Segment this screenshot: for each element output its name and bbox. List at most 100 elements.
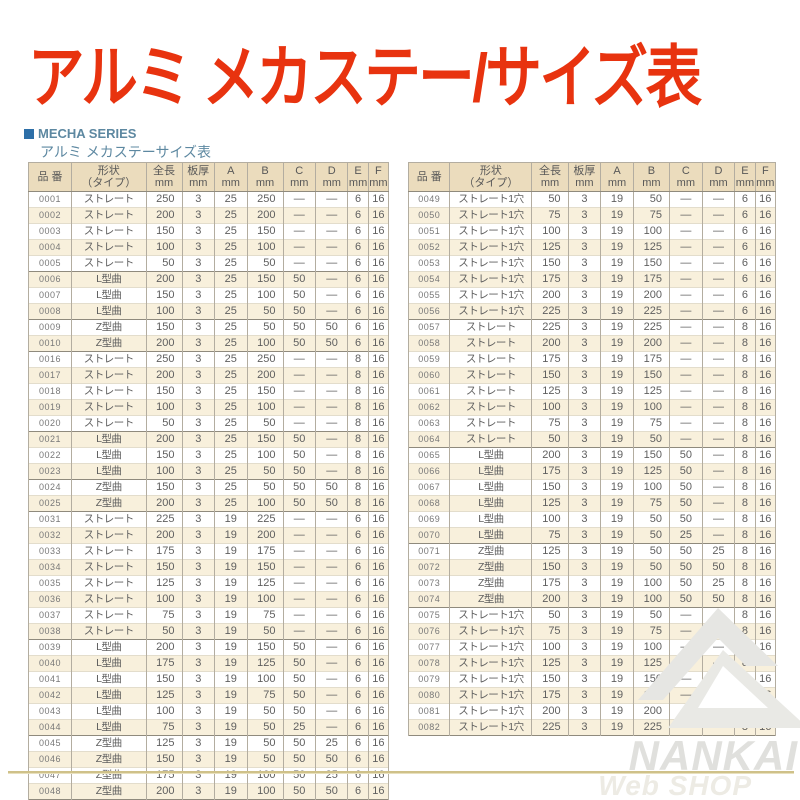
cell-a: 19	[600, 511, 634, 528]
cell-b: 175	[632, 351, 671, 368]
cell-e: 8	[734, 447, 756, 464]
cell-c: —	[282, 559, 316, 576]
cell-b: 150	[246, 431, 284, 448]
cell-a: 19	[600, 623, 634, 640]
cell-thk: 3	[567, 383, 602, 400]
cell-len: 200	[145, 271, 183, 288]
cell-c: —	[282, 623, 316, 640]
cell-c: —	[282, 239, 316, 256]
cell-no: 0072	[407, 559, 451, 576]
cell-thk: 3	[181, 335, 216, 352]
table-row: 0076 ストレート1穴 75 3 19 75— —8 16	[407, 623, 777, 640]
cell-d: —	[314, 639, 349, 656]
cell-len: 250	[145, 191, 183, 208]
cell-d: —	[314, 191, 349, 208]
cell-f: 16	[754, 351, 777, 368]
cell-no: 0060	[407, 367, 451, 384]
cell-c: —	[669, 655, 703, 672]
cell-thk: 3	[181, 735, 216, 752]
cell-a: 19	[600, 271, 634, 288]
cell-f: 16	[367, 287, 390, 304]
cell-b: 75	[632, 207, 671, 224]
cell-e: 8	[347, 479, 369, 496]
cell-f: 16	[367, 383, 390, 400]
cell-c: —	[282, 351, 316, 368]
cell-thk: 3	[181, 255, 216, 272]
cell-b: 175	[632, 271, 671, 288]
cell-f: 16	[367, 735, 390, 752]
cell-type: ストレート1穴	[449, 671, 533, 688]
cell-b: 225	[632, 319, 671, 336]
cell-no: 0062	[407, 399, 451, 416]
table-row: 0038 ストレート 50 3 19 50— —6 16	[28, 623, 390, 640]
table-row: 0002 ストレート 200 3 25 200— —6 16	[28, 207, 390, 224]
cell-a: 19	[214, 527, 248, 544]
cell-len: 150	[145, 223, 183, 240]
cell-e: 6	[347, 271, 369, 288]
cell-f: 16	[754, 495, 777, 512]
cell-len: 200	[145, 527, 183, 544]
cell-a: 19	[600, 255, 634, 272]
table-row: 0007 L型曲 150 3 25 100 50—6 16	[28, 287, 390, 304]
cell-len: 50	[531, 431, 569, 448]
cell-len: 125	[531, 383, 569, 400]
cell-a: 19	[600, 703, 634, 720]
cell-f: 16	[754, 191, 777, 208]
cell-f: 16	[367, 239, 390, 256]
cell-f: 16	[754, 367, 777, 384]
cell-len: 150	[145, 479, 183, 496]
cell-type: L型曲	[449, 495, 533, 512]
cell-a: 25	[214, 303, 248, 320]
cell-e: 8	[347, 495, 369, 512]
cell-c: 50	[669, 511, 703, 528]
table-row: 0081 ストレート1穴 200 3 19 200— —8 16	[407, 703, 777, 720]
cell-type: ストレート	[71, 255, 147, 272]
cell-a: 19	[600, 351, 634, 368]
cell-thk: 3	[567, 239, 602, 256]
table-row: 0060 ストレート 150 3 19 150— —8 16	[407, 367, 777, 384]
cell-d: 50	[701, 591, 736, 608]
cell-c: 50	[282, 303, 316, 320]
cell-f: 16	[367, 575, 390, 592]
cell-a: 19	[600, 559, 634, 576]
cell-thk: 3	[567, 271, 602, 288]
cell-b: 100	[246, 287, 284, 304]
cell-b: 250	[246, 351, 284, 368]
cell-f: 16	[754, 655, 777, 672]
table-row: 0025 Z型曲 200 3 25 100 50 50 8 16	[28, 495, 390, 512]
cell-thk: 3	[567, 335, 602, 352]
cell-no: 0067	[407, 479, 451, 496]
cell-len: 150	[531, 559, 569, 576]
cell-f: 16	[754, 207, 777, 224]
cell-a: 19	[600, 415, 634, 432]
cell-thk: 3	[567, 543, 602, 560]
cell-f: 16	[754, 703, 777, 720]
cell-a: 19	[600, 543, 634, 560]
table-row: 0080 ストレート1穴 175 3 19 175— —8 16	[407, 687, 777, 704]
cell-thk: 3	[181, 207, 216, 224]
cell-f: 16	[754, 719, 777, 736]
cell-b: 100	[632, 639, 671, 656]
table-row: 0003 ストレート 150 3 25 150— —6 16	[28, 223, 390, 240]
cell-a: 19	[214, 687, 248, 704]
cell-len: 125	[145, 575, 183, 592]
table-row: 0065 L型曲 200 3 19 150 50—8 16	[407, 447, 777, 464]
cell-d: —	[701, 655, 736, 672]
cell-a: 19	[214, 767, 248, 784]
cell-len: 150	[145, 671, 183, 688]
table-row: 0051 ストレート1穴 100 3 19 100— —6 16	[407, 223, 777, 240]
cell-c: 50	[669, 495, 703, 512]
cell-len: 175	[145, 655, 183, 672]
cell-f: 16	[367, 607, 390, 624]
cell-b: 200	[632, 287, 671, 304]
cell-a: 25	[214, 367, 248, 384]
cell-a: 25	[214, 447, 248, 464]
table-row: 0045 Z型曲 125 3 19 50 50 25 6 16	[28, 735, 390, 752]
cell-no: 0056	[407, 303, 451, 320]
cell-a: 19	[600, 527, 634, 544]
cell-no: 0041	[28, 671, 72, 688]
cell-type: L型曲	[71, 687, 147, 704]
